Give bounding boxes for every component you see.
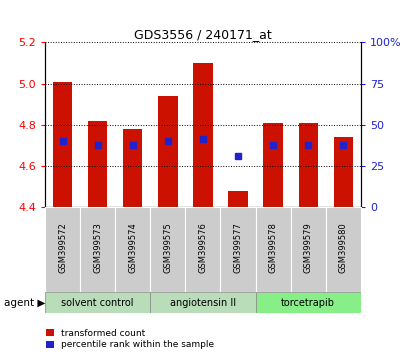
Text: angiotensin II: angiotensin II [169, 298, 236, 308]
Bar [193, 63, 212, 207]
Bar [255, 292, 360, 313]
Bar [263, 123, 282, 207]
Legend: transformed count, percentile rank within the sample: transformed count, percentile rank withi… [45, 329, 213, 349]
Bar [298, 123, 317, 207]
Bar [228, 191, 247, 207]
Bar [123, 129, 142, 207]
Bar [185, 207, 220, 292]
Text: GSM399577: GSM399577 [233, 222, 242, 273]
Text: GSM399572: GSM399572 [58, 223, 67, 273]
Bar [115, 207, 150, 292]
Bar [150, 292, 255, 313]
Bar [80, 207, 115, 292]
Text: GSM399580: GSM399580 [338, 223, 347, 273]
Text: GSM399573: GSM399573 [93, 222, 102, 273]
Text: GSM399576: GSM399576 [198, 222, 207, 273]
Text: GSM399578: GSM399578 [268, 222, 277, 273]
Bar [158, 96, 177, 207]
Bar [325, 207, 360, 292]
Text: GSM399575: GSM399575 [163, 223, 172, 273]
Text: GSM399579: GSM399579 [303, 223, 312, 273]
Bar [53, 81, 72, 207]
Text: torcetrapib: torcetrapib [281, 298, 335, 308]
Bar [88, 121, 107, 207]
Bar [220, 207, 255, 292]
Text: solvent control: solvent control [61, 298, 134, 308]
Text: agent ▶: agent ▶ [4, 298, 45, 308]
Text: GSM399574: GSM399574 [128, 223, 137, 273]
Bar [255, 207, 290, 292]
Title: GDS3556 / 240171_at: GDS3556 / 240171_at [134, 28, 271, 41]
Bar [333, 137, 352, 207]
Bar [290, 207, 325, 292]
Bar [45, 207, 80, 292]
Bar [150, 207, 185, 292]
Bar [45, 292, 150, 313]
